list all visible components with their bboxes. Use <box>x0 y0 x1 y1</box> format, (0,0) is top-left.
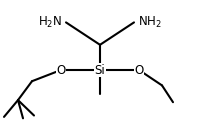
Text: NH$_2$: NH$_2$ <box>138 15 162 30</box>
Text: O: O <box>134 64 144 76</box>
Text: Si: Si <box>95 64 105 76</box>
Text: H$_2$N: H$_2$N <box>38 15 62 30</box>
Text: O: O <box>56 64 66 76</box>
